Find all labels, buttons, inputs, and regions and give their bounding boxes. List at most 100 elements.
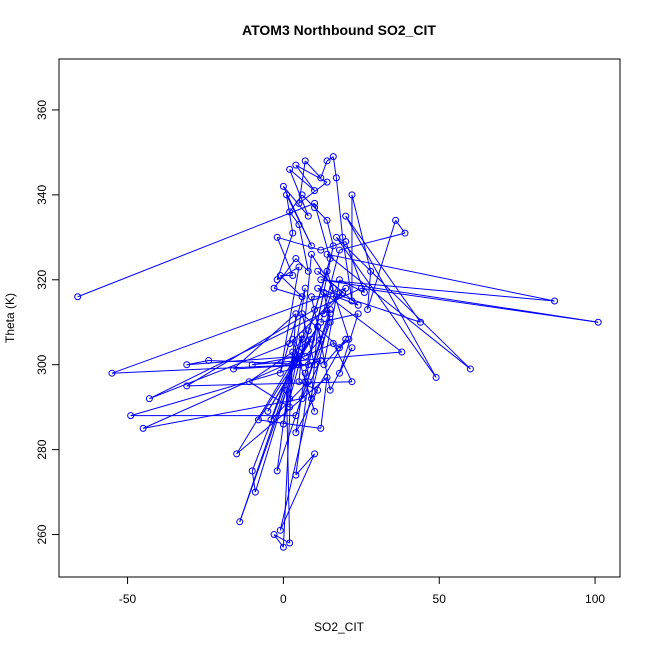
data-point — [279, 543, 287, 551]
data-point — [292, 471, 300, 479]
x-tick-label: 0 — [280, 592, 287, 606]
series-segment — [323, 292, 331, 323]
series-layer — [74, 153, 602, 551]
data-point — [317, 276, 325, 284]
series-segment — [298, 254, 312, 382]
series-segment — [270, 381, 309, 421]
series-segment — [292, 339, 316, 412]
series-segment — [273, 534, 284, 548]
series-segment — [336, 236, 471, 370]
data-point — [336, 344, 343, 352]
series-segment — [339, 279, 365, 293]
series-segment — [311, 338, 347, 399]
y-tick-label: 360 — [35, 100, 49, 120]
data-point — [304, 267, 312, 275]
x-axis-label: SO2_CIT — [314, 620, 365, 634]
series-segment — [323, 338, 347, 366]
series-segment — [345, 241, 365, 293]
series-segment — [295, 381, 309, 476]
data-point — [323, 267, 331, 275]
data-point — [329, 339, 337, 347]
data-point — [392, 216, 400, 224]
data-point — [273, 467, 281, 475]
series-segment — [320, 249, 340, 323]
series-segment — [314, 203, 331, 259]
data-point — [466, 365, 474, 373]
data-point — [283, 191, 291, 199]
data-point — [323, 216, 331, 224]
data-point — [342, 238, 350, 246]
data-point — [251, 488, 259, 496]
series-segment — [295, 164, 328, 183]
series-segment — [298, 181, 328, 204]
series-segment — [77, 202, 315, 298]
data-point — [342, 212, 350, 220]
series-segment — [279, 288, 306, 374]
series-segment — [279, 266, 300, 374]
data-point — [279, 420, 287, 428]
x-axis: -50 0 50 100 — [119, 576, 605, 606]
series-segment — [304, 160, 322, 179]
data-point — [348, 297, 356, 305]
data-point — [314, 322, 322, 330]
series-segment — [111, 364, 300, 374]
data-point — [295, 199, 303, 207]
data-point — [323, 157, 331, 165]
series-segment — [248, 338, 312, 383]
data-point — [304, 378, 312, 386]
series-segment — [335, 177, 344, 238]
data-point — [398, 348, 406, 356]
series-segment — [298, 160, 306, 204]
data-point — [317, 424, 325, 432]
series-segment — [304, 338, 322, 357]
series-segment — [276, 237, 294, 276]
data-point — [329, 242, 337, 250]
data-point — [367, 267, 375, 275]
series-segment — [314, 287, 362, 310]
series-segment — [277, 236, 321, 251]
data-point — [304, 327, 312, 335]
series-segment — [329, 347, 353, 391]
series-segment — [304, 292, 325, 374]
series-segment — [367, 271, 372, 310]
series-segment — [270, 334, 303, 421]
data-point — [417, 318, 425, 326]
data-point — [295, 263, 303, 271]
data-point — [183, 361, 191, 369]
data-point — [317, 246, 325, 254]
data-point — [286, 165, 294, 173]
data-point — [286, 539, 294, 547]
data-point — [283, 386, 291, 394]
series-segment — [186, 309, 315, 387]
series-segment — [345, 215, 421, 323]
series-segment — [251, 356, 297, 472]
data-point — [276, 369, 284, 377]
data-point — [301, 157, 309, 165]
data-point — [348, 191, 356, 199]
series-segment — [289, 330, 309, 399]
data-point — [360, 289, 368, 297]
series-segment — [326, 253, 555, 302]
series-segment — [339, 232, 406, 251]
data-point — [320, 361, 328, 369]
data-point — [298, 293, 306, 301]
series-segment — [311, 254, 334, 289]
data-point — [298, 335, 306, 343]
data-point — [264, 407, 272, 415]
data-point — [254, 416, 262, 424]
data-point — [307, 250, 315, 258]
data-point — [354, 301, 362, 309]
series-segment — [320, 279, 555, 302]
series-segment — [295, 164, 315, 191]
data-point — [317, 335, 325, 343]
data-point — [295, 378, 303, 386]
data-point — [289, 272, 297, 280]
data-point — [205, 356, 213, 364]
series-segment — [351, 194, 372, 272]
series-segment — [326, 156, 334, 162]
data-point — [273, 233, 281, 241]
series-segment — [186, 381, 352, 387]
y-axis: 260 280 300 320 340 360 — [35, 100, 60, 545]
data-point — [364, 306, 372, 314]
data-point — [298, 191, 306, 199]
